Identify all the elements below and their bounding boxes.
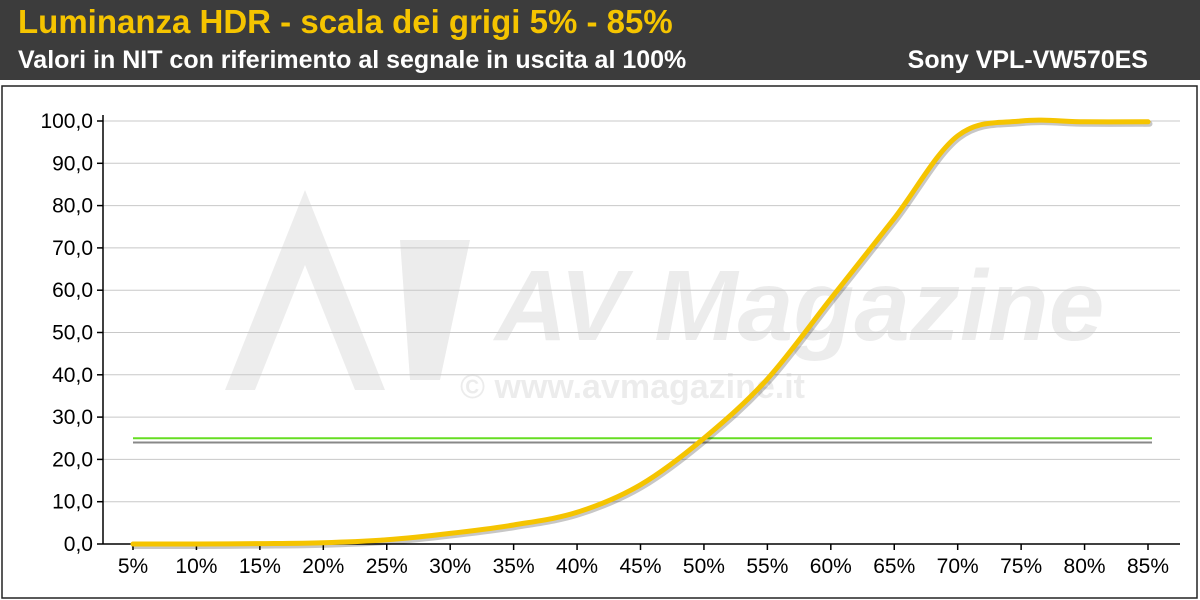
x-tick-label: 15% [239,555,281,578]
data-point [828,296,833,301]
chart-header: Luminanza HDR - scala dei grigi 5% - 85%… [0,0,1200,80]
reference-lines [133,437,1152,444]
data-point [384,537,389,542]
x-tick-label: 45% [619,555,661,578]
x-tick-label: 25% [366,555,408,578]
data-point [257,541,262,546]
y-tick-label: 50,0 [52,322,93,345]
data-point [892,216,897,221]
data-point [765,377,770,382]
luminance-chart: AV Magazine © www.avmagazine.it 0,0 10,0 2… [1,85,1198,599]
y-tick-label: 20,0 [52,448,93,471]
y-tick-label: 80,0 [52,195,93,218]
watermark-logo-a [225,190,385,390]
chart-subtitle: Valori in NIT con riferimento al segnale… [18,46,687,74]
y-tick-label: 30,0 [52,406,93,429]
data-point [131,542,135,546]
grid [103,120,1180,503]
data-point [638,482,643,487]
y-tick-label: 10,0 [52,491,93,514]
x-tick-label: 50% [683,555,725,578]
watermark-logo-v [400,240,470,380]
chart-title: Luminanza HDR - scala dei grigi 5% - 85% [18,3,673,40]
x-tick-label: 85% [1127,555,1169,578]
data-point [194,542,199,546]
y-tick-label: 60,0 [52,279,93,302]
watermark: AV Magazine © www.avmagazine.it [225,190,1104,406]
y-tick-label: 40,0 [52,364,93,387]
y-tick-labels: 0,0 10,0 20,0 30,0 40,0 50,0 60,0 70,0 80,0 90,0 1… [40,110,93,556]
x-tick-label: 35% [493,555,535,578]
x-tick-label: 40% [556,555,598,578]
x-tick-label: 30% [429,555,471,578]
x-tick-label: 75% [1000,555,1042,578]
data-point [1019,119,1024,123]
data-point [321,540,326,545]
device-model: Sony VPL-VW570ES [907,46,1148,74]
y-tick-label: 0,0 [64,533,93,556]
plot-frame [1,85,1198,599]
x-tick-labels: 5% 10% 15% 20% 25% 30% 35% 40% 45% 50% 55% 60% 65% 70… [118,555,1169,578]
data-point [701,436,706,441]
y-tick-label: 90,0 [52,152,93,175]
data-point [511,522,516,527]
data-point [448,531,453,536]
x-tick-label: 55% [746,555,788,578]
data-point [575,510,580,515]
x-tick-label: 60% [810,555,852,578]
x-tick-label: 80% [1064,555,1106,578]
data-point [1082,119,1087,124]
x-tick-label: 20% [302,555,344,578]
data-point [1146,119,1150,124]
series [130,117,1153,550]
data-point [955,133,960,138]
y-tick-label: 100,0 [40,110,93,133]
x-tick-label: 10% [175,555,217,578]
x-tick-label: 5% [118,555,148,578]
x-tick-label: 65% [873,555,915,578]
x-tick-label: 70% [937,555,979,578]
y-tick-label: 70,0 [52,237,93,260]
